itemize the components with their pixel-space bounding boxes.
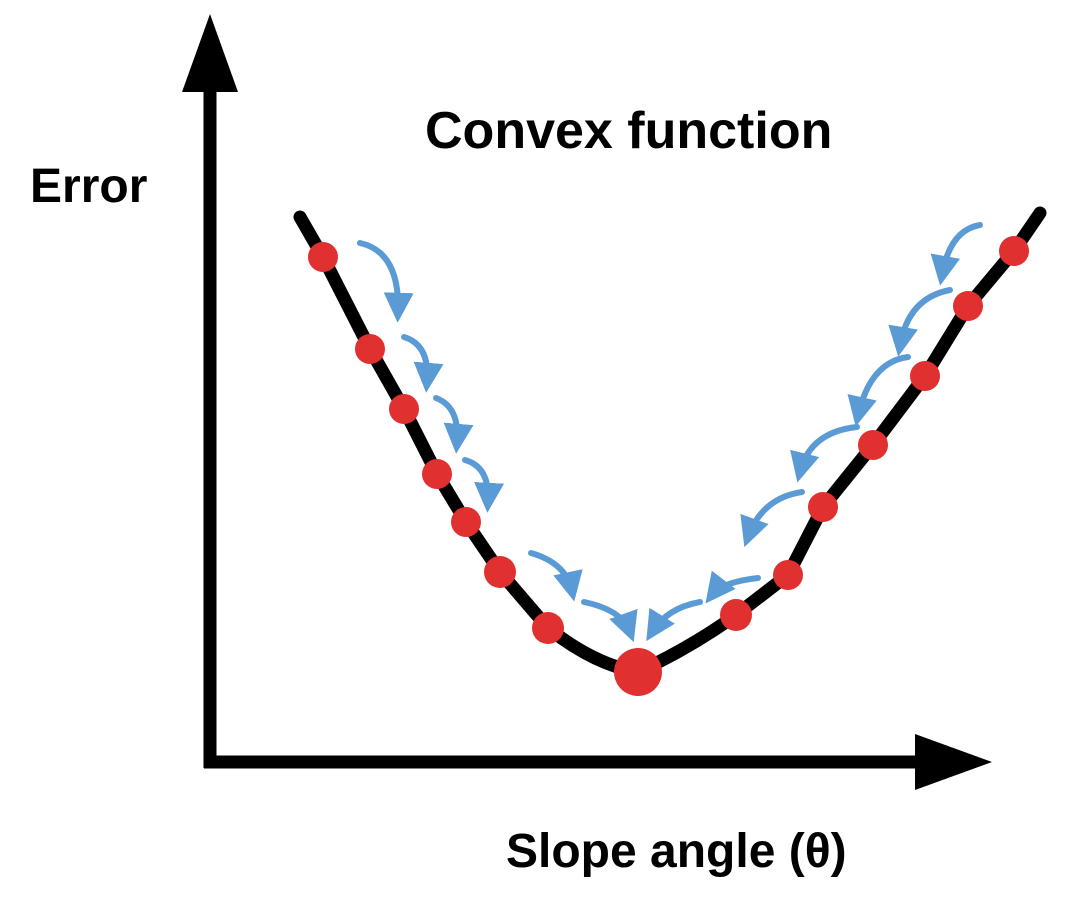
x-axis-arrowhead-icon [915,734,992,790]
curved-arrow-icon [433,395,474,454]
curved-arrow-icon [357,240,414,323]
descent-point [858,430,888,460]
descent-point [720,599,752,631]
curved-arrow-icon [847,354,911,427]
y-axis-arrowhead-icon [182,14,238,92]
curved-arrow-icon [705,570,761,604]
descent-point [355,334,385,364]
step-arrows [357,222,983,643]
descent-point [910,361,940,391]
descent-points [308,236,1029,696]
descent-point [532,612,564,644]
descent-point [308,242,338,272]
descent-point [808,492,838,522]
descent-point [999,236,1029,266]
curved-arrow-icon [930,222,983,286]
minimum-point [614,648,662,696]
descent-point [451,507,481,537]
curved-arrow-icon [888,287,953,357]
descent-point [953,291,983,321]
curved-arrow-icon [790,424,860,483]
curved-arrow-icon [581,599,638,643]
curved-arrow-icon [528,550,583,602]
axes [182,14,992,790]
descent-point [422,459,452,489]
descent-point [773,560,803,590]
curved-arrow-icon [462,457,505,513]
descent-point [484,556,516,588]
x-axis-label: Slope angle (θ) [506,825,847,878]
y-axis-label: Error [30,160,148,213]
descent-point [389,394,419,424]
diagram-title: Convex function [425,102,833,160]
curved-arrow-icon [401,334,444,393]
convex-curve [293,206,1047,679]
curved-arrow-icon [646,599,703,642]
curved-arrow-icon [740,489,805,548]
